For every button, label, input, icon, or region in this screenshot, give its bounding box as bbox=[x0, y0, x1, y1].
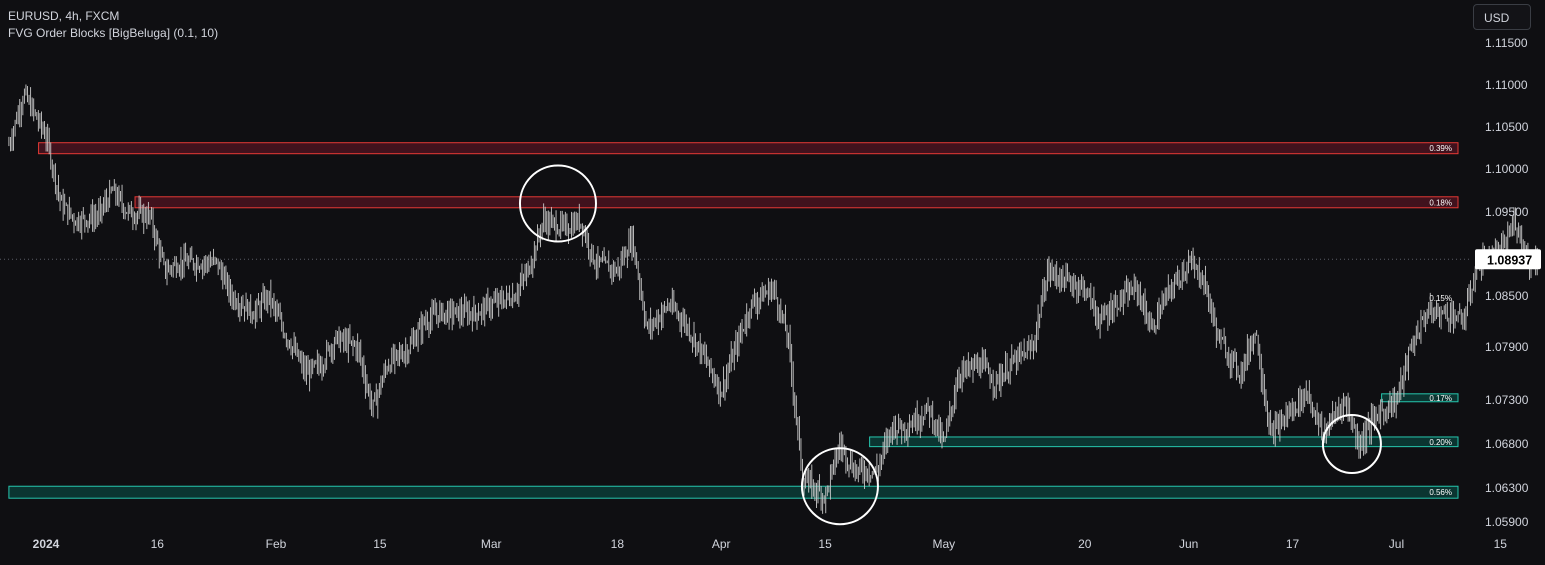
highlight-circle bbox=[1321, 414, 1382, 474]
highlight-circle bbox=[800, 447, 879, 526]
current-price-badge bbox=[1475, 249, 1541, 270]
order-block-label: 0.18% bbox=[1429, 198, 1452, 207]
chart-legend: EURUSD, 4h, FXCM FVG Order Blocks [BigBe… bbox=[8, 8, 218, 42]
x-tick-label: Mar bbox=[481, 537, 502, 551]
y-tick-label: 1.09500 bbox=[1485, 205, 1529, 219]
current-price-label: 1.08937 bbox=[1487, 253, 1532, 267]
x-tick-label: 16 bbox=[151, 537, 165, 551]
y-tick-label: 1.07900 bbox=[1485, 340, 1529, 354]
x-tick-label: Jun bbox=[1179, 537, 1198, 551]
x-tick-label: Feb bbox=[266, 537, 287, 551]
order-block-label: 0.20% bbox=[1429, 438, 1452, 447]
y-tick-label: 1.06300 bbox=[1485, 481, 1529, 495]
x-tick-label: 15 bbox=[1494, 537, 1508, 551]
currency-button[interactable]: USD bbox=[1473, 4, 1531, 30]
y-tick-label: 1.08500 bbox=[1485, 289, 1529, 303]
y-tick-label: 1.11500 bbox=[1485, 36, 1528, 50]
indicator-title[interactable]: FVG Order Blocks [BigBeluga] (0.1, 10) bbox=[8, 26, 219, 40]
y-tick-label: 1.10000 bbox=[1485, 162, 1529, 176]
x-tick-label: Jul bbox=[1389, 537, 1404, 551]
order-block-label: 0.17% bbox=[1429, 394, 1452, 403]
x-tick-label: 15 bbox=[818, 537, 832, 551]
y-tick-label: 1.06800 bbox=[1485, 437, 1529, 451]
bullish-order-block[interactable] bbox=[8, 485, 1459, 499]
y-tick-label: 1.10500 bbox=[1485, 120, 1529, 134]
x-tick-label: Apr bbox=[712, 537, 731, 551]
y-tick-label: 1.05900 bbox=[1485, 515, 1529, 529]
highlight-circle bbox=[518, 164, 597, 243]
bullish-order-block[interactable] bbox=[869, 436, 1459, 448]
x-tick-label: 18 bbox=[611, 537, 625, 551]
order-block-label: 0.56% bbox=[1429, 488, 1452, 497]
bearish-order-block[interactable] bbox=[134, 196, 1459, 209]
order-block-label: 0.39% bbox=[1429, 144, 1452, 153]
y-tick-label: 1.11000 bbox=[1485, 78, 1528, 92]
bullish-order-block[interactable] bbox=[1381, 393, 1459, 403]
y-tick-label: 1.07300 bbox=[1485, 393, 1529, 407]
bearish-order-block[interactable] bbox=[38, 142, 1459, 155]
x-tick-label: 17 bbox=[1286, 537, 1300, 551]
symbol-title[interactable]: EURUSD, 4h, FXCM bbox=[8, 9, 120, 23]
x-tick-label: 2024 bbox=[33, 537, 60, 551]
x-tick-label: 20 bbox=[1078, 537, 1092, 551]
x-tick-label: May bbox=[932, 537, 955, 551]
x-tick-label: 15 bbox=[373, 537, 387, 551]
order-block-label: 0.15% bbox=[1429, 294, 1452, 303]
